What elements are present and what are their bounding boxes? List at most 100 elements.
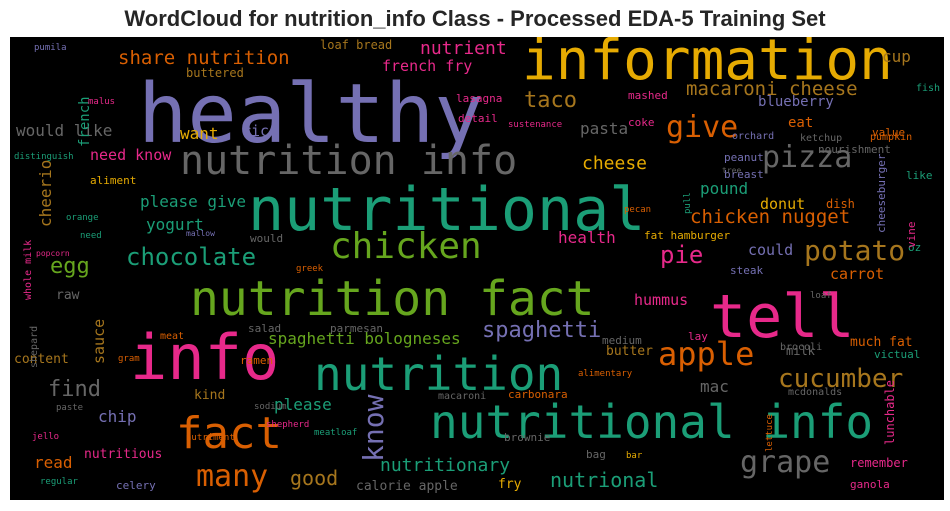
cloud-word: fat hamburger	[644, 229, 731, 242]
cloud-word: pumila	[34, 43, 67, 53]
cloud-word: sustenance	[508, 120, 563, 130]
cloud-word: nutritionary	[380, 455, 511, 476]
cloud-word: regular	[40, 477, 78, 487]
cloud-word: pecan	[624, 205, 652, 215]
cloud-word: nutriment	[186, 433, 235, 443]
word-cloud: healthy information nutritional nutrition i…	[10, 37, 944, 500]
cloud-word: share nutrition	[118, 47, 290, 69]
cloud-word: jello	[32, 432, 60, 442]
cloud-word: loaf	[810, 291, 832, 301]
cloud-word: oz	[908, 241, 922, 254]
cloud-word: value	[872, 126, 906, 139]
cloud-word: nutrition fact	[190, 271, 595, 327]
cloud-word: cup	[882, 47, 911, 66]
cloud-word: fry	[498, 477, 522, 492]
cloud-word: donut	[760, 195, 806, 213]
cloud-word: like	[906, 169, 933, 182]
cloud-word: orchard	[732, 131, 775, 142]
cloud-word: info	[130, 321, 280, 394]
cloud-word: egg	[50, 254, 90, 279]
cloud-word: coke	[628, 116, 655, 129]
cloud-word: chip	[98, 407, 137, 426]
cloud-word: macaroni	[438, 391, 487, 402]
cloud-word: content	[14, 352, 69, 367]
cloud-word: rice	[242, 122, 279, 140]
cloud-word: many	[196, 459, 269, 494]
cloud-word: hummus	[634, 291, 689, 309]
cloud-word: bar	[626, 451, 643, 461]
cloud-word: please	[274, 395, 332, 414]
cloud-word: nutrional	[550, 468, 659, 492]
cloud-word: pull	[683, 191, 693, 214]
cloud-word: grape	[740, 445, 831, 480]
cloud-word: nutrition info	[180, 138, 518, 184]
cloud-word: medium	[602, 334, 642, 347]
cloud-word: nutrient	[420, 38, 507, 59]
cloud-word: fact	[176, 408, 282, 459]
cloud-word: mac	[700, 377, 729, 396]
cloud-word: salad	[248, 322, 282, 335]
cloud-word: raw	[56, 288, 80, 303]
cloud-word: cheeseburger	[875, 153, 888, 234]
cloud-word: cheese	[582, 153, 648, 174]
cloud-word: would like	[16, 121, 113, 140]
cloud-word: calorie apple	[356, 479, 458, 494]
cloud-word: parmesan	[330, 322, 383, 335]
cloud-word: dish	[826, 197, 855, 211]
cloud-word: much fat	[850, 335, 913, 350]
cloud-word: milk	[786, 344, 815, 358]
cloud-word: peanut	[724, 151, 764, 164]
cloud-word: good	[290, 466, 339, 490]
cloud-word: read	[34, 453, 73, 472]
cloud-word: lunchable	[883, 379, 897, 445]
cloud-word: gram	[118, 354, 140, 364]
cloud-word: spaghetti	[482, 318, 602, 343]
cloud-word: shepherd	[266, 420, 310, 430]
cloud-word: pound	[700, 179, 749, 198]
cloud-word: health	[558, 228, 616, 247]
cloud-word: mallow	[186, 229, 215, 238]
cloud-word: chocolate	[126, 243, 257, 271]
cloud-word: meat	[160, 331, 185, 342]
cloud-word: eat	[788, 115, 814, 131]
cloud-word: find	[48, 377, 101, 402]
cloud-word: brocoli	[780, 342, 823, 353]
cloud-word: cucumber	[778, 364, 904, 394]
cloud-word: carbonara	[508, 388, 568, 401]
cloud-word: malus	[88, 97, 116, 107]
cloud-word: yogurt	[146, 215, 204, 234]
cloud-word: orange	[66, 213, 99, 223]
cloud-word: nutritional info	[430, 395, 874, 449]
cloud-word: lay	[688, 330, 708, 343]
cloud-word: nourishment	[818, 143, 891, 156]
cloud-word: blueberry	[758, 94, 834, 110]
cloud-word: nutritional	[248, 175, 646, 245]
cloud-word: need	[80, 231, 102, 241]
cloud-word: information	[522, 37, 893, 93]
cloud-word: aliment	[90, 174, 137, 187]
chart-title: WordCloud for nutrition_info Class - Pro…	[124, 6, 826, 31]
cloud-word: could	[748, 241, 794, 259]
cloud-word: pizza	[762, 140, 853, 175]
cloud-word: know	[357, 394, 390, 463]
cloud-word: ramen	[240, 354, 274, 367]
cloud-word: spaghetti bologneses	[268, 329, 461, 348]
cloud-word: pie	[660, 241, 704, 269]
cloud-word: nutritious	[84, 447, 163, 462]
cloud-word: victual	[874, 348, 921, 361]
cloud-word: greek	[296, 264, 324, 274]
cloud-word: lasagna	[456, 92, 503, 105]
cloud-word: tree	[722, 166, 742, 175]
cloud-word: whole milk	[23, 239, 34, 300]
cloud-word: would	[250, 232, 284, 245]
cloud-word: celery	[116, 479, 156, 492]
cloud-word: brownie	[504, 431, 551, 444]
cloud-word: detail	[458, 112, 498, 125]
cloud-word: pasta	[580, 119, 629, 138]
cloud-word: vine	[905, 221, 918, 249]
cloud-word: shepard	[29, 325, 40, 368]
cloud-word: kind	[194, 388, 226, 403]
cloud-word: taco	[524, 88, 577, 113]
cloud-word: buttered	[186, 66, 244, 80]
cloud-word: popcorn	[36, 249, 70, 258]
